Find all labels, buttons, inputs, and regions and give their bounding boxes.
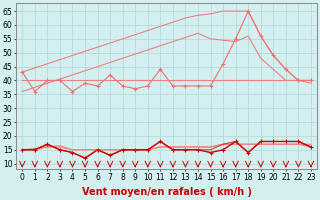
X-axis label: Vent moyen/en rafales ( km/h ): Vent moyen/en rafales ( km/h ) <box>82 187 252 197</box>
